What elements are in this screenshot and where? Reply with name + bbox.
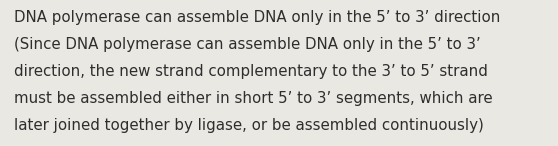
Text: direction, the new strand complementary to the 3’ to 5’ strand: direction, the new strand complementary …: [14, 64, 488, 79]
Text: later joined together by ligase, or be assembled continuously): later joined together by ligase, or be a…: [14, 118, 484, 133]
Text: (Since DNA polymerase can assemble DNA only in the 5’ to 3’: (Since DNA polymerase can assemble DNA o…: [14, 37, 480, 52]
Text: DNA polymerase can assemble DNA only in the 5’ to 3’ direction: DNA polymerase can assemble DNA only in …: [14, 10, 501, 25]
Text: must be assembled either in short 5’ to 3’ segments, which are: must be assembled either in short 5’ to …: [14, 91, 493, 106]
